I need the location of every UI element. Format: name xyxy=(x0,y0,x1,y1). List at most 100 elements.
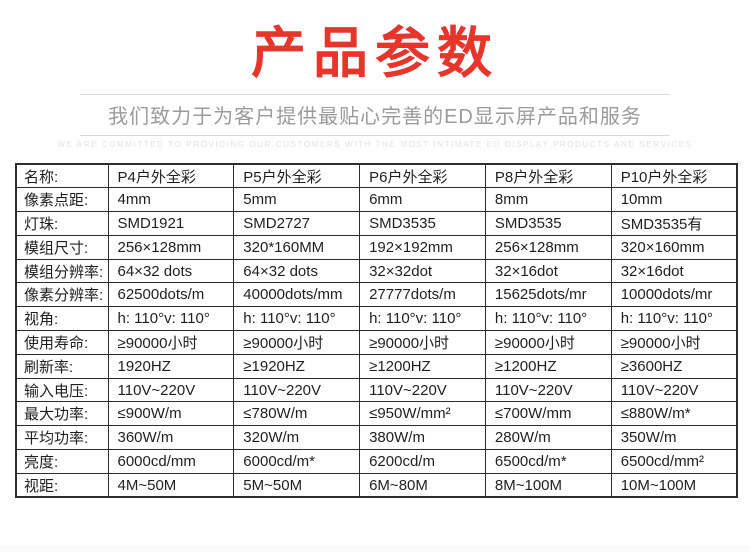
table-row: 像素点距: 4mm 5mm 6mm 8mm 10mm xyxy=(15,187,738,213)
spec-value: 6mm xyxy=(359,187,486,213)
spec-value: 256×128mm xyxy=(484,234,612,260)
spec-value: ≤950W/mm² xyxy=(359,401,486,427)
table-row: 视距: 4M~50M 5M~50M 6M~80M 8M~100M 10M~100M xyxy=(15,472,738,498)
spec-table: 名称: P4户外全彩 P5户外全彩 P6户外全彩 P8户外全彩 P10户外全彩 像素点距: 4… xyxy=(15,163,738,499)
spec-value: SMD3535 xyxy=(359,211,486,236)
table-row: 亮度: 6000cd/mm 6000cd/m* 6200cd/m 6500cd/m* 65… xyxy=(15,449,738,474)
spec-value: 10M~100M xyxy=(610,472,738,498)
spec-value: h: 110°v: 110° xyxy=(610,306,738,332)
table-row: 模组分辨率: 64×32 dots 64×32 dots 32×32dot 32×16d… xyxy=(15,258,738,284)
row-label: 模组尺寸: xyxy=(15,234,109,260)
spec-value: 8mm xyxy=(484,187,612,213)
row-label: 刷新率: xyxy=(15,353,109,379)
row-label: 最大功率: xyxy=(15,401,109,427)
spec-value: 360W/m xyxy=(107,425,235,451)
spec-value: 110V~220V xyxy=(233,377,361,403)
page-header: 产品参数 我们致力于为客户提供最贴心完善的ED显示屏产品和服务 WE ARE C… xyxy=(0,0,750,149)
row-label: 使用寿命: xyxy=(15,330,109,355)
spec-value: h: 110°v: 110° xyxy=(233,306,361,332)
spec-value: 6200cd/m xyxy=(359,449,486,474)
spec-value: ≥3600HZ xyxy=(610,353,738,379)
row-label: 像素分辨率: xyxy=(15,282,109,308)
spec-value: h: 110°v: 110° xyxy=(359,306,486,332)
spec-value: 6500cd/mm² xyxy=(610,449,738,474)
spec-value: 6500cd/m* xyxy=(484,449,612,474)
table-header-row: 名称: P4户外全彩 P5户外全彩 P6户外全彩 P8户外全彩 P10户外全彩 xyxy=(15,163,738,189)
table-row: 刷新率: 1920HZ ≥1920HZ ≥1200HZ ≥1200HZ ≥3600HZ xyxy=(15,353,738,379)
column-header: P4户外全彩 xyxy=(107,163,235,189)
spec-value: 192×192mm xyxy=(359,234,486,260)
spec-value: 320*160MM xyxy=(233,234,361,260)
row-label: 像素点距: xyxy=(15,187,109,213)
spec-value: ≥1200HZ xyxy=(359,353,486,379)
spec-value: 15625dots/mr xyxy=(484,282,612,308)
spec-value: 350W/m xyxy=(610,425,738,451)
spec-value: h: 110°v: 110° xyxy=(107,306,235,332)
spec-value: 10mm xyxy=(610,187,738,213)
table-row: 模组尺寸: 256×128mm 320*160MM 192×192mm 256×128m… xyxy=(15,234,738,260)
spec-value: ≥90000小时 xyxy=(359,330,486,355)
spec-value: ≥90000小时 xyxy=(233,330,361,355)
spec-value: 4mm xyxy=(107,187,235,213)
spec-value: 110V~220V xyxy=(484,377,612,403)
column-header: P5户外全彩 xyxy=(233,163,361,189)
spec-value: ≤880W/m* xyxy=(610,401,738,427)
table-row: 灯珠: SMD1921 SMD2727 SMD3535 SMD3535 SMD3535有 xyxy=(15,211,738,236)
spec-value: 32×16dot xyxy=(610,258,738,284)
table-row: 平均功率: 360W/m 320W/m 380W/m 280W/m 350W/m xyxy=(15,425,738,451)
table-row: 输入电压: 110V~220V 110V~220V 110V~220V 110V~220… xyxy=(15,377,738,403)
english-tagline: WE ARE COMMITTED TO PROVIDING OUR CUSTOM… xyxy=(57,140,693,149)
spec-value: 280W/m xyxy=(484,425,612,451)
spec-value: 6M~80M xyxy=(359,472,486,498)
spec-value: SMD3535有 xyxy=(610,211,738,236)
spec-value: 27777dots/m xyxy=(359,282,486,308)
spec-value: 5M~50M xyxy=(233,472,361,498)
spec-value: ≤900W/m xyxy=(107,401,235,427)
row-label: 视角: xyxy=(15,306,109,332)
spec-value: 6000cd/m* xyxy=(233,449,361,474)
spec-value: 320×160mm xyxy=(610,234,738,260)
column-header: P6户外全彩 xyxy=(359,163,486,189)
column-header: P8户外全彩 xyxy=(484,163,612,189)
table-row: 视角: h: 110°v: 110° h: 110°v: 110° h: 110°v:… xyxy=(15,306,738,332)
page-title: 产品参数 xyxy=(250,22,499,84)
spec-value: SMD3535 xyxy=(484,211,612,236)
spec-value: ≥1200HZ xyxy=(484,353,612,379)
table-row: 使用寿命: ≥90000小时 ≥90000小时 ≥90000小时 ≥90000小时 ≥90… xyxy=(15,330,738,355)
subtitle-divider: 我们致力于为客户提供最贴心完善的ED显示屏产品和服务 xyxy=(80,94,670,136)
spec-value: ≥90000小时 xyxy=(107,330,235,355)
row-label: 名称: xyxy=(15,163,109,189)
spec-value: ≥90000小时 xyxy=(610,330,738,355)
row-label: 平均功率: xyxy=(15,425,109,451)
spec-value: 1920HZ xyxy=(107,353,235,379)
spec-value: 32×32dot xyxy=(359,258,486,284)
column-header: P10户外全彩 xyxy=(610,163,738,189)
spec-value: 320W/m xyxy=(233,425,361,451)
spec-value: 110V~220V xyxy=(359,377,486,403)
spec-value: 110V~220V xyxy=(107,377,235,403)
spec-value: 62500dots/m xyxy=(107,282,235,308)
spec-value: ≥1920HZ xyxy=(233,353,361,379)
spec-value: h: 110°v: 110° xyxy=(484,306,612,332)
spec-value: 5mm xyxy=(233,187,361,213)
bottom-strip xyxy=(0,545,750,552)
spec-value: SMD1921 xyxy=(107,211,235,236)
spec-value: 6000cd/mm xyxy=(107,449,235,474)
spec-value: 32×16dot xyxy=(484,258,612,284)
spec-value: ≤780W/m xyxy=(233,401,361,427)
spec-value: 64×32 dots xyxy=(107,258,235,284)
spec-value: 256×128mm xyxy=(107,234,235,260)
spec-value: SMD2727 xyxy=(233,211,361,236)
table-row: 像素分辨率: 62500dots/m 40000dots/mm 27777dots/m… xyxy=(15,282,738,308)
spec-value: 8M~100M xyxy=(484,472,612,498)
row-label: 输入电压: xyxy=(15,377,109,403)
spec-value: 40000dots/mm xyxy=(233,282,361,308)
spec-value: 64×32 dots xyxy=(233,258,361,284)
row-label: 灯珠: xyxy=(15,211,109,236)
spec-value: 4M~50M xyxy=(107,472,235,498)
row-label: 模组分辨率: xyxy=(15,258,109,284)
row-label: 视距: xyxy=(15,472,109,498)
spec-value: 10000dots/mr xyxy=(610,282,738,308)
spec-value: 380W/m xyxy=(359,425,486,451)
spec-value: ≤700W/mm xyxy=(484,401,612,427)
